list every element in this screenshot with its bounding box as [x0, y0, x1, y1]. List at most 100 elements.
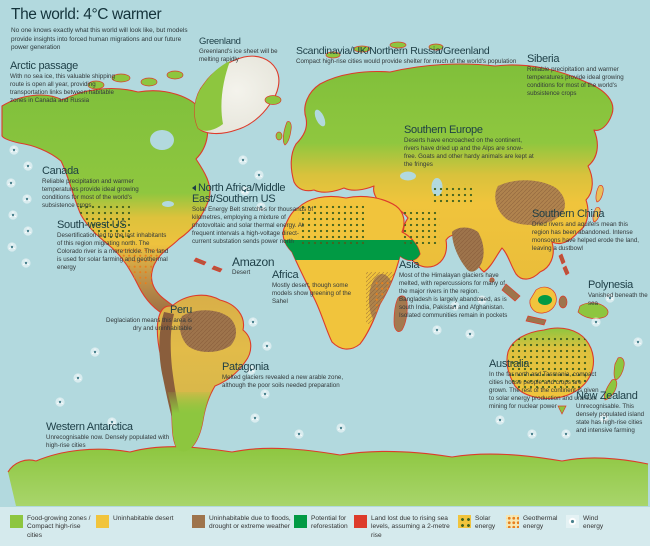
- island-java: [525, 315, 547, 326]
- pointer-left-icon: [192, 185, 196, 192]
- legend-label: Land lost due to rising sea levels, assu…: [371, 515, 450, 539]
- page-title: The world: 4°C warmer: [11, 6, 162, 23]
- baltic-sea: [314, 109, 326, 127]
- annotation-australia: Australia In the far north and Tasmania,…: [489, 358, 599, 411]
- annotation-title: Southern Europe: [404, 124, 483, 136]
- header: The world: 4°C warmer No one knows exact…: [11, 6, 196, 53]
- islands: [193, 185, 625, 415]
- geothermal-dots-icon: [506, 515, 519, 528]
- island-japan-north: [595, 185, 604, 203]
- annotation-body: Dried rivers and aquifers mean this regi…: [532, 221, 639, 252]
- annotation-body: Compact high-rise cities would provide s…: [296, 57, 517, 65]
- annotation-patagonia: Patagonia Melted glaciers revealed a new…: [222, 361, 344, 390]
- legend-item-geothermal: Geothermal energy: [506, 515, 560, 532]
- annotation-title: Canada: [42, 165, 79, 177]
- annotation-title: Southern China: [532, 208, 605, 220]
- annotation-scandinavia: Scandinavia/UK/Northern Russia/Greenland…: [296, 46, 538, 66]
- annotation-body: Mostly desert, though some models show g…: [272, 282, 352, 305]
- sahel-greening-band: [284, 240, 420, 260]
- annotation-body: Deserts have encroached on the continent…: [404, 137, 534, 168]
- annotation-title: Africa: [272, 269, 299, 281]
- annotation-title: Scandinavia/UK/Northern Russia/Greenland: [296, 45, 490, 57]
- arctic-islands: [87, 41, 444, 146]
- island-sri-lanka: [489, 277, 495, 283]
- annotation-body: Unrecognisable now. Densely populated wi…: [46, 434, 170, 450]
- annotation-body: Reliable precipitation and warmer temper…: [527, 66, 624, 97]
- red-swatch-icon: [354, 515, 367, 528]
- annotation-peru: Peru Deglaciation means this area is dry…: [100, 304, 192, 333]
- annotation-body: Melted glaciers revealed a new arable zo…: [222, 374, 344, 390]
- island-uk: [282, 121, 292, 146]
- island-sulawesi: [558, 295, 568, 309]
- legend-label: Wind energy: [583, 515, 604, 531]
- annotation-title: Asia: [399, 259, 420, 271]
- darkgreen-swatch-icon: [294, 515, 307, 528]
- annotation-siberia: Siberia Reliable precipitation and warme…: [527, 53, 647, 98]
- annotation-body: Most of the Himalayan glaciers have melt…: [399, 272, 508, 319]
- landmass-antarctica: [8, 446, 648, 506]
- annotation-body: Solar Energy Belt stretches for thousand…: [192, 206, 314, 245]
- annotation-body: Greenland's ice sheet will be melting ra…: [199, 47, 278, 63]
- andes-mountains: [159, 312, 186, 440]
- annotation-body: Desertification led to the last inhabita…: [57, 232, 169, 271]
- green-swatch-icon: [10, 515, 23, 528]
- wind-icon: [566, 515, 579, 528]
- legend-label: Food-growing zones / Compact high-rise c…: [27, 515, 91, 539]
- legend-item-sea-level: Land lost due to rising sea levels, assu…: [354, 515, 456, 540]
- island-nz-north: [613, 357, 625, 381]
- annotation-new-zealand: New Zealand Unrecognisable. This densely…: [576, 390, 650, 435]
- legend-label: Potential for reforestation: [311, 515, 348, 531]
- antarctica-coastline: [7, 446, 649, 473]
- annotation-title: Amazon: [232, 255, 275, 269]
- annotation-title: South-west US: [57, 219, 127, 231]
- world-map: [1, 41, 649, 506]
- annotation-body: Deglaciation means this area is dry and …: [106, 317, 192, 333]
- annotation-title: Greenland: [199, 36, 241, 47]
- island-sumatra: [501, 283, 521, 302]
- island-ireland: [275, 131, 283, 141]
- annotation-greenland: Greenland Greenland's ice sheet will be …: [199, 37, 294, 63]
- legend-item-reforestation: Potential for reforestation: [294, 515, 352, 532]
- greenland-green-coast: [194, 61, 230, 131]
- annotation-body: Unrecognisable. This densely populated i…: [576, 403, 645, 434]
- annotation-title: Polynesia: [588, 279, 633, 291]
- yellow-swatch-icon: [96, 515, 109, 528]
- annotation-title: Patagonia: [222, 361, 269, 373]
- annotation-body: Vanished beneath the sea: [588, 292, 648, 308]
- island-philippines-2: [562, 265, 570, 276]
- legend-bar: Food-growing zones / Compact high-rise c…: [0, 507, 650, 546]
- annotation-southern-china: Southern China Dried rivers and aquifers…: [532, 208, 646, 253]
- annotation-asia: Asia Most of the Himalayan glaciers have…: [399, 259, 511, 319]
- annotation-body: Desert: [232, 269, 251, 277]
- legend-item-food-growing: Food-growing zones / Compact high-rise c…: [10, 515, 94, 540]
- annotation-polynesia: Polynesia Vanished beneath the sea: [588, 279, 648, 308]
- annotation-title: Western Antarctica: [46, 421, 133, 433]
- legend-label: Geothermal energy: [523, 515, 558, 531]
- annotation-western-antarctica: Western Antarctica Unrecognisable now. D…: [46, 421, 181, 450]
- annotation-title: New Zealand: [576, 390, 638, 402]
- annotation-body: In the far north and Tasmania, compact c…: [489, 371, 599, 410]
- annotation-southern-europe: Southern Europe Deserts have encroached …: [404, 124, 534, 169]
- annotation-body: With no sea ice, this valuable shipping …: [10, 73, 115, 104]
- great-lakes: [162, 201, 174, 207]
- hudson-bay: [150, 130, 174, 150]
- legend-item-solar: Solar energy: [458, 515, 506, 532]
- black-sea: [400, 171, 416, 181]
- island-hispaniola: [211, 265, 223, 273]
- annotation-title: Australia: [489, 358, 530, 370]
- island-iceland: [264, 95, 282, 105]
- legend-item-wind: Wind energy: [566, 515, 614, 532]
- annotation-body: Reliable precipitation and warmer temper…: [42, 178, 139, 209]
- island-cuba: [193, 257, 207, 266]
- annotation-africa: Africa Mostly desert, though some models…: [272, 269, 364, 306]
- island-tasmania: [557, 405, 567, 415]
- island-nz-south: [604, 379, 618, 401]
- legend-item-desert: Uninhabitable desert: [96, 515, 176, 528]
- island-madagascar: [393, 295, 408, 332]
- annotation-south-west-us: South-west US Desertification led to the…: [57, 219, 169, 272]
- solar-dots-icon: [458, 515, 471, 528]
- legend-label: Solar energy: [475, 515, 496, 531]
- annotation-title: North Africa/Middle East/Southern US: [192, 182, 286, 206]
- island-japan-south: [592, 207, 601, 223]
